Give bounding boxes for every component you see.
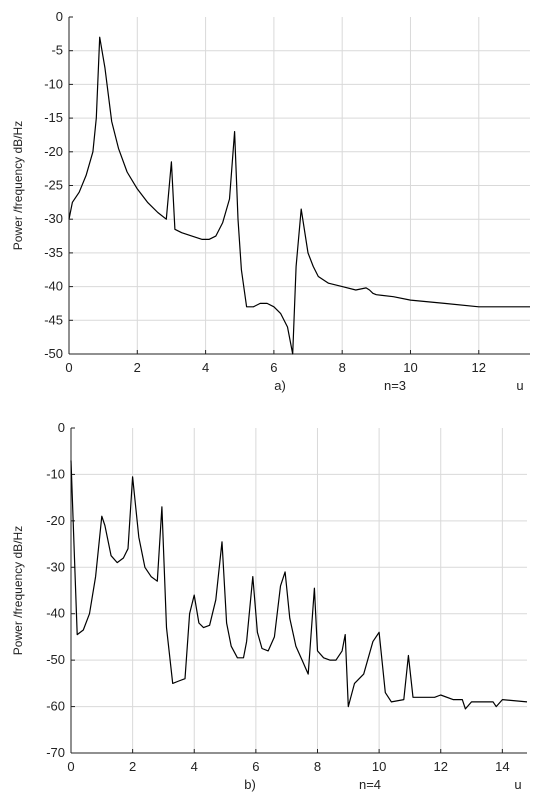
y-tick-label: -30 — [44, 211, 63, 226]
y-tick-label: -70 — [46, 745, 65, 760]
y-axis-label: Power /frequency dB/Hz — [11, 526, 25, 655]
x-tick-label: 10 — [372, 759, 386, 774]
series-line — [68, 36, 530, 355]
y-tick-label: -10 — [44, 76, 63, 91]
y-tick-label: 0 — [56, 9, 63, 24]
x-tick-label: 6 — [252, 759, 259, 774]
y-tick-label: -60 — [46, 699, 65, 714]
x-tick-label: 8 — [314, 759, 321, 774]
y-tick-label: -5 — [51, 43, 63, 58]
y-tick-label: -15 — [44, 110, 63, 125]
panel-label: a) — [274, 378, 286, 393]
y-axis-label: Power /frequency dB/Hz — [11, 121, 25, 250]
y-tick-label: 0 — [58, 420, 65, 435]
x-tick-label: 4 — [191, 759, 198, 774]
x-tick-label: 10 — [403, 360, 417, 375]
y-tick-label: -20 — [46, 513, 65, 528]
y-tick-label: -40 — [44, 279, 63, 294]
x-tick-label: 0 — [65, 360, 72, 375]
y-tick-label: -50 — [44, 346, 63, 361]
x-tick-label: 8 — [339, 360, 346, 375]
y-tick-label: -25 — [44, 178, 63, 193]
x-tick-label: 2 — [134, 360, 141, 375]
panel-label: b) — [244, 777, 256, 792]
x-tick-label: 14 — [495, 759, 509, 774]
annotation-n: n=3 — [384, 378, 406, 393]
chart-panel-a: 0 2 4 6 8 10 12 0 -5 -10 -15 -20 -25 -30 -35 -40 -45 -50 P… — [11, 9, 530, 393]
y-tick-label: -40 — [46, 606, 65, 621]
chart-panel-b: 0 2 4 6 8 10 12 14 0 -10 -20 -30 -40 -50 -60 -70 Power /… — [11, 420, 528, 792]
x-tick-label: 12 — [472, 360, 486, 375]
y-tick-label: -45 — [44, 312, 63, 327]
y-tick-label: -50 — [46, 652, 65, 667]
x-axis-label: u — [514, 777, 521, 792]
y-tick-label: -30 — [46, 559, 65, 574]
x-axis-label: u — [516, 378, 523, 393]
y-tick-label: -20 — [44, 144, 63, 159]
x-tick-label: 6 — [270, 360, 277, 375]
x-tick-label: 0 — [67, 759, 74, 774]
y-tick-label: -10 — [46, 466, 65, 481]
series-line — [70, 460, 528, 710]
annotation-n: n=4 — [359, 777, 381, 792]
x-tick-label: 12 — [433, 759, 447, 774]
y-tick-label: -35 — [44, 245, 63, 260]
x-tick-label: 2 — [129, 759, 136, 774]
x-tick-label: 4 — [202, 360, 209, 375]
